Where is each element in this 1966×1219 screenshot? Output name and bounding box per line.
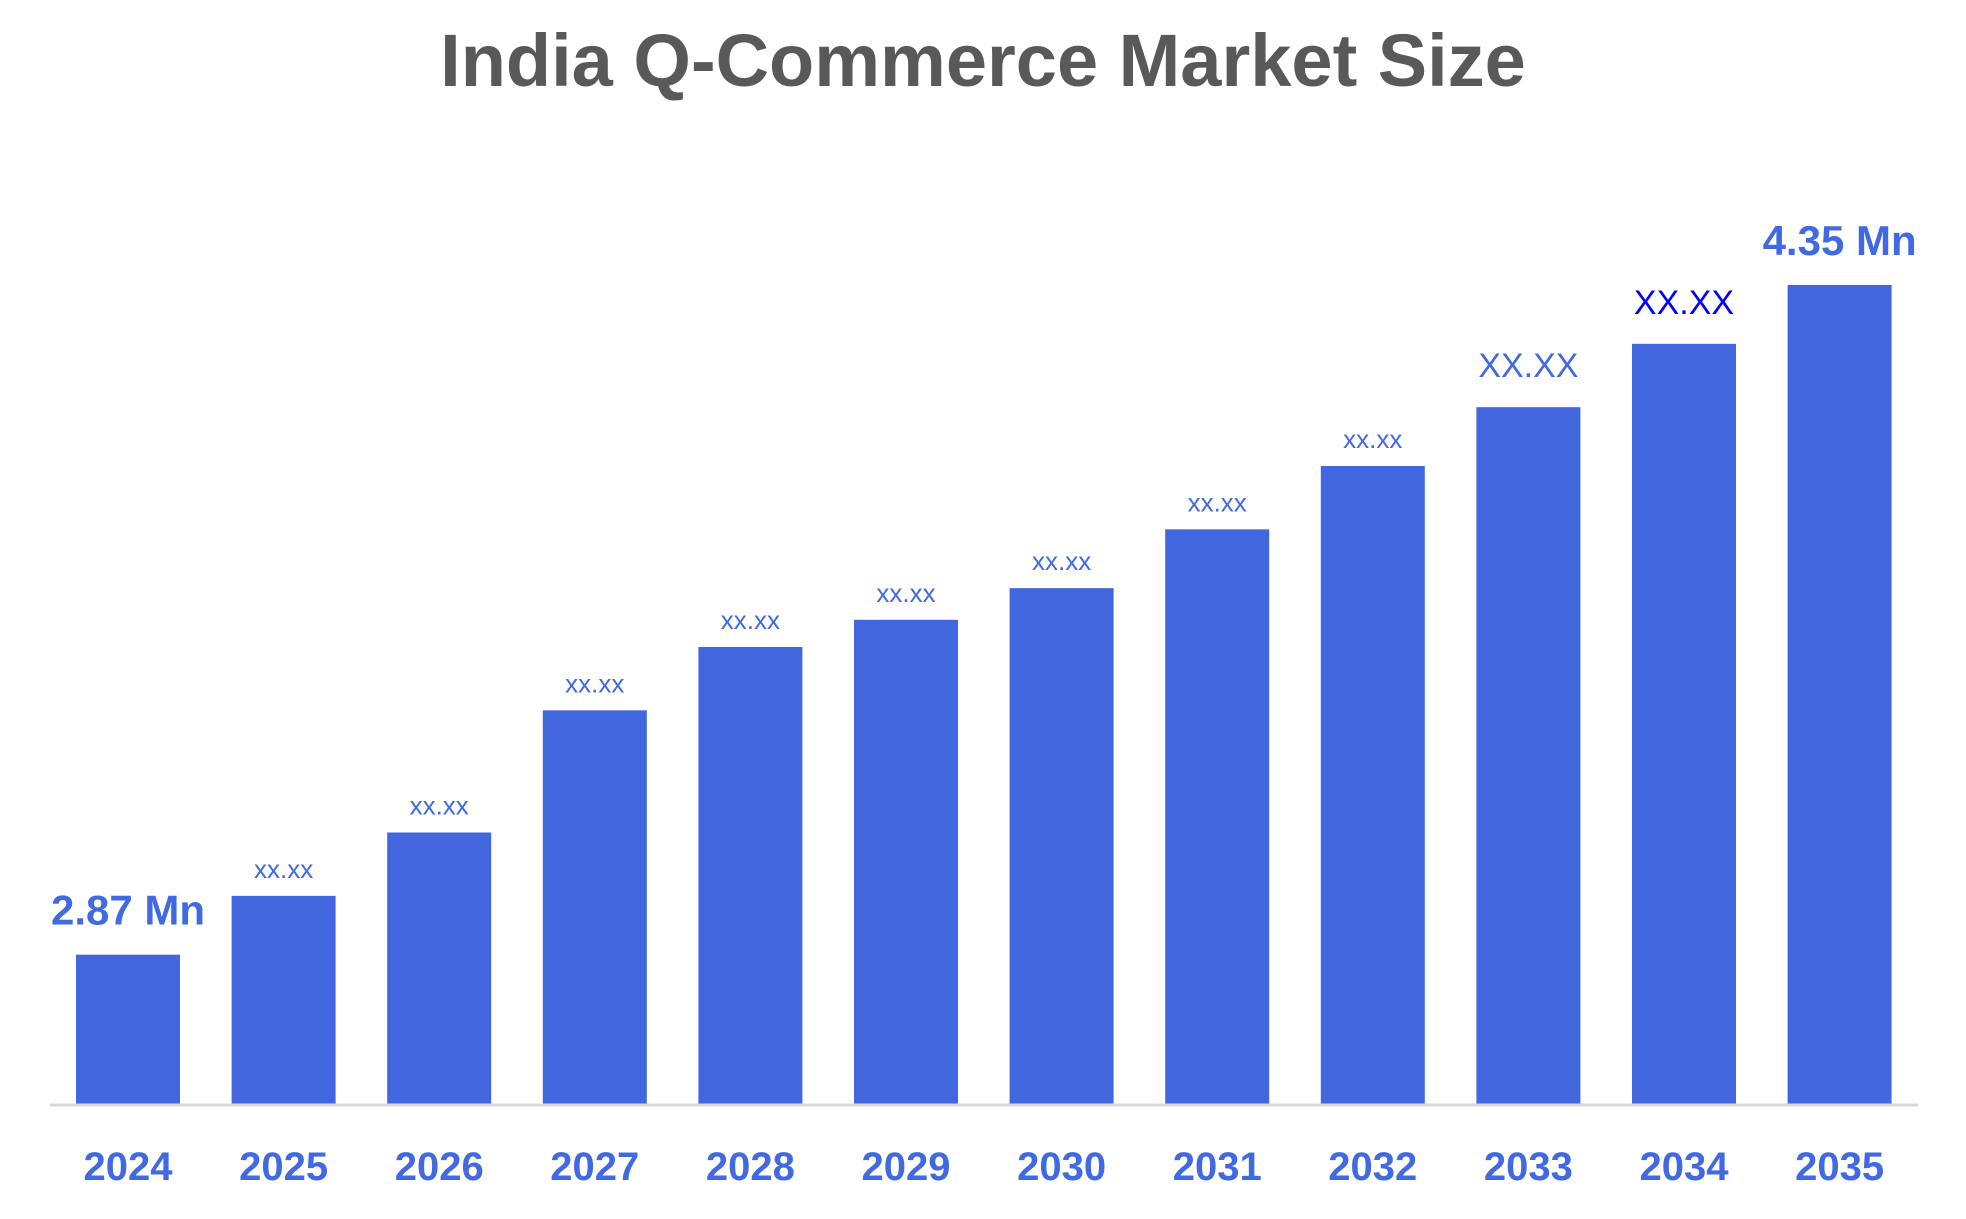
data-label-2027: xx.xx: [565, 668, 624, 698]
bar-2029: [854, 619, 958, 1104]
x-tick-label-2027: 2027: [550, 1145, 639, 1189]
bar-2030: [1009, 588, 1114, 1104]
data-label-2028: xx.xx: [721, 605, 780, 635]
data-label-2025: xx.xx: [254, 854, 313, 884]
data-label-2030: xx.xx: [1032, 546, 1091, 576]
data-label-2029: xx.xx: [876, 578, 935, 608]
bar-2026: [387, 832, 492, 1104]
data-label-2024: 2.87 Mn: [51, 887, 205, 934]
data-label-2026: xx.xx: [410, 791, 469, 821]
data-label-2031: xx.xx: [1188, 487, 1247, 517]
bar-2031: [1165, 529, 1270, 1104]
data-label-2033: XX.XX: [1478, 347, 1578, 385]
bar-2033: [1476, 407, 1581, 1104]
bar-2032: [1320, 465, 1425, 1104]
x-tick-label-2029: 2029: [862, 1145, 951, 1189]
bar-2034: [1632, 343, 1736, 1104]
x-tick-label-2028: 2028: [706, 1145, 795, 1189]
bar-2027: [542, 710, 647, 1104]
bar-2025: [231, 895, 336, 1104]
bar-2024: [76, 954, 180, 1104]
x-tick-label-2026: 2026: [395, 1145, 484, 1189]
bar-2035: [1787, 285, 1892, 1104]
x-tick-label-2031: 2031: [1173, 1145, 1262, 1189]
x-tick-label-2025: 2025: [239, 1145, 328, 1189]
data-label-2034: XX.XX: [1634, 284, 1734, 322]
x-tick-label-2030: 2030: [1017, 1145, 1106, 1189]
chart-title: India Q-Commerce Market Size: [440, 19, 1526, 102]
x-tick-label-2024: 2024: [84, 1145, 174, 1189]
x-tick-label-2035: 2035: [1795, 1145, 1884, 1189]
x-tick-label-2034: 2034: [1640, 1145, 1730, 1189]
x-tick-label-2032: 2032: [1328, 1145, 1417, 1189]
data-label-2032: xx.xx: [1343, 424, 1402, 454]
x-tick-label-2033: 2033: [1484, 1145, 1573, 1189]
data-label-2035: 4.35 Mn: [1763, 217, 1917, 264]
bar-2028: [698, 646, 803, 1104]
